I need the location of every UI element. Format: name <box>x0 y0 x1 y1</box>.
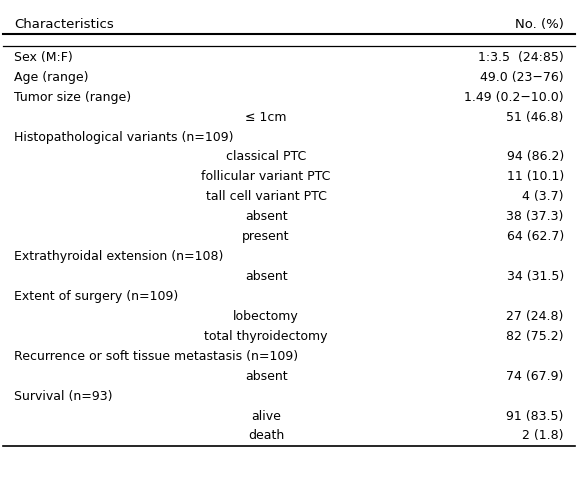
Text: Sex (M:F): Sex (M:F) <box>14 51 73 64</box>
Text: 91 (83.5): 91 (83.5) <box>506 409 564 422</box>
Text: 49.0 (23−76): 49.0 (23−76) <box>480 71 564 84</box>
Text: Histopathological variants (n=109): Histopathological variants (n=109) <box>14 131 234 144</box>
Text: Survival (n=93): Survival (n=93) <box>14 390 113 403</box>
Text: 64 (62.7): 64 (62.7) <box>506 230 564 243</box>
Text: ≤ 1cm: ≤ 1cm <box>245 110 287 124</box>
Text: Recurrence or soft tissue metastasis (n=109): Recurrence or soft tissue metastasis (n=… <box>14 350 298 363</box>
Text: 27 (24.8): 27 (24.8) <box>506 310 564 323</box>
Text: 11 (10.1): 11 (10.1) <box>506 170 564 183</box>
Text: 94 (86.2): 94 (86.2) <box>506 150 564 164</box>
Text: 51 (46.8): 51 (46.8) <box>506 110 564 124</box>
Text: 34 (31.5): 34 (31.5) <box>506 270 564 283</box>
Text: Characteristics: Characteristics <box>14 18 114 31</box>
Text: No. (%): No. (%) <box>515 18 564 31</box>
Text: tall cell variant PTC: tall cell variant PTC <box>206 191 327 204</box>
Text: absent: absent <box>245 210 287 223</box>
Text: 4 (3.7): 4 (3.7) <box>523 191 564 204</box>
Text: follicular variant PTC: follicular variant PTC <box>201 170 331 183</box>
Text: 1:3.5  (24:85): 1:3.5 (24:85) <box>478 51 564 64</box>
Text: Tumor size (range): Tumor size (range) <box>14 91 131 104</box>
Text: Extent of surgery (n=109): Extent of surgery (n=109) <box>14 290 179 303</box>
Text: 38 (37.3): 38 (37.3) <box>506 210 564 223</box>
Text: 82 (75.2): 82 (75.2) <box>506 330 564 343</box>
Text: total thyroidectomy: total thyroidectomy <box>205 330 328 343</box>
Text: absent: absent <box>245 270 287 283</box>
Text: 1.49 (0.2−10.0): 1.49 (0.2−10.0) <box>464 91 564 104</box>
Text: 2 (1.8): 2 (1.8) <box>523 430 564 443</box>
Text: absent: absent <box>245 370 287 383</box>
Text: Extrathyroidal extension (n=108): Extrathyroidal extension (n=108) <box>14 250 224 263</box>
Text: classical PTC: classical PTC <box>226 150 306 164</box>
Text: Age (range): Age (range) <box>14 71 89 84</box>
Text: alive: alive <box>251 409 281 422</box>
Text: death: death <box>248 430 284 443</box>
Text: 74 (67.9): 74 (67.9) <box>506 370 564 383</box>
Text: lobectomy: lobectomy <box>234 310 299 323</box>
Text: present: present <box>242 230 290 243</box>
